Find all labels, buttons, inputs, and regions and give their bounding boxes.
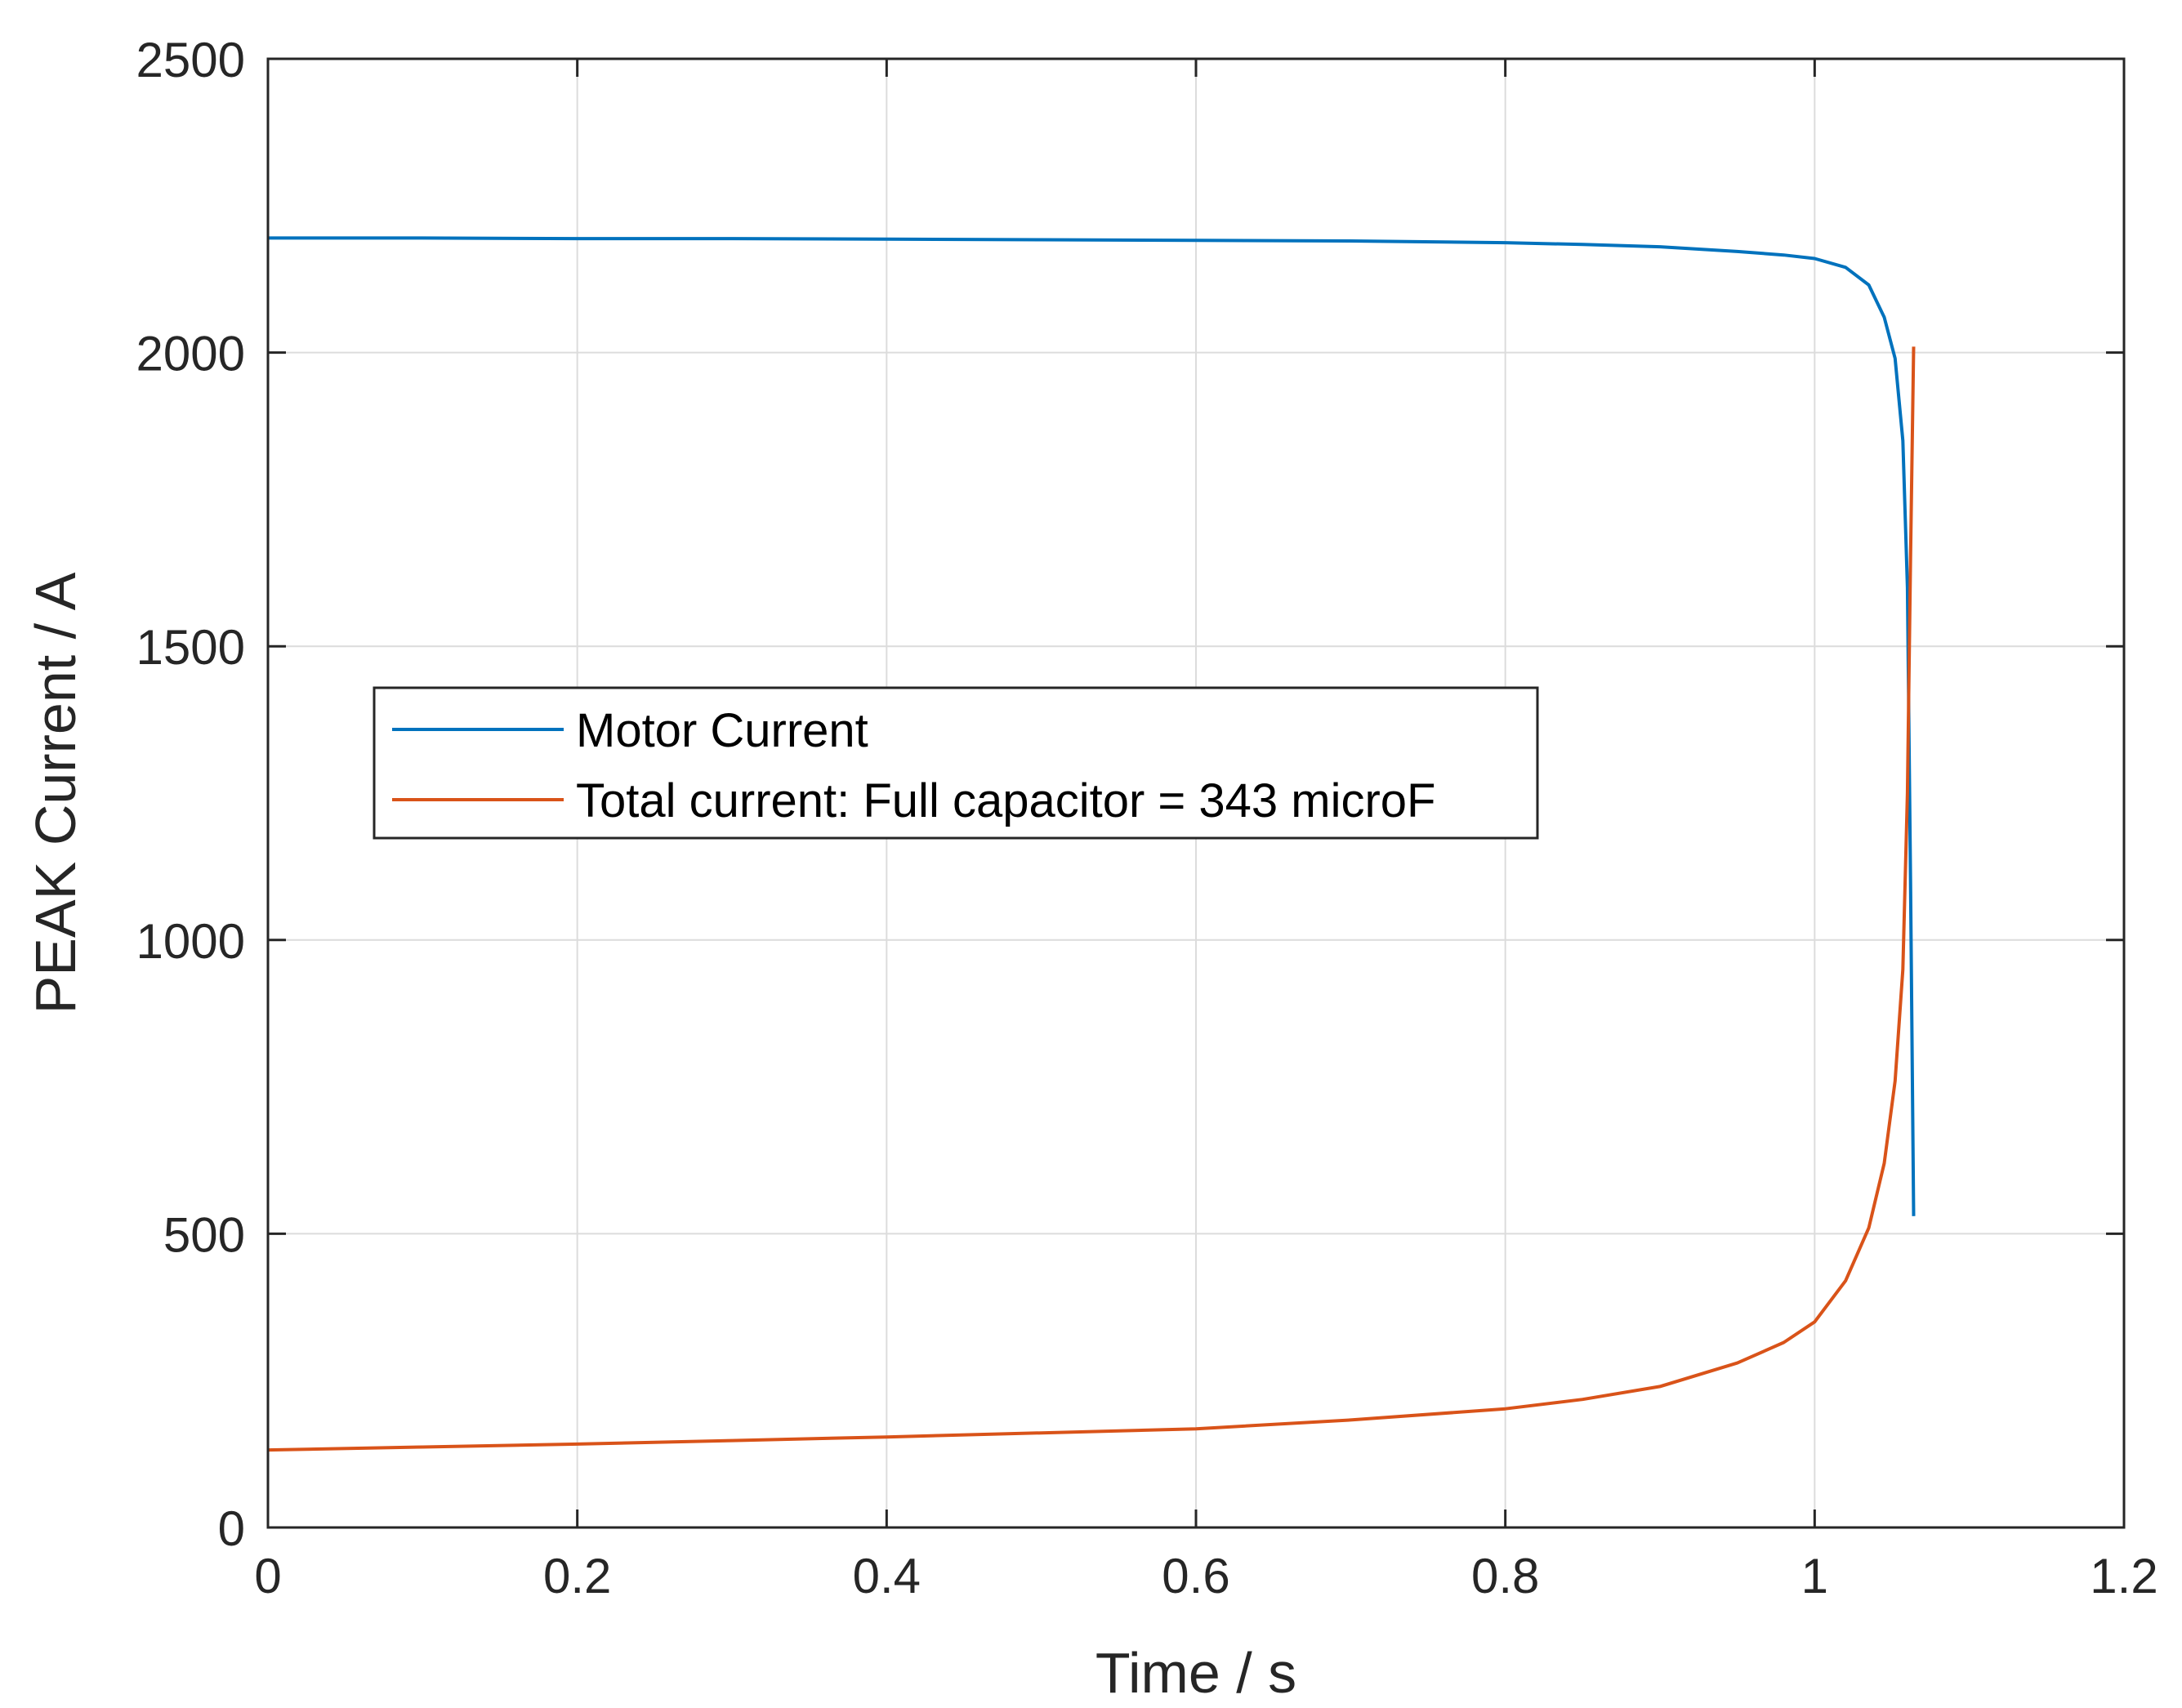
y-tick-label: 500 <box>163 1207 245 1262</box>
y-tick-label: 0 <box>218 1501 245 1556</box>
grid <box>268 59 2124 1527</box>
x-tick-label: 0.8 <box>1471 1549 1539 1603</box>
legend-label-motor-current: Motor Current <box>576 704 868 757</box>
legend-box <box>373 686 1539 840</box>
y-tick-label: 2000 <box>136 327 245 381</box>
x-tick-labels: 0 0.2 0.4 0.6 0.8 1 1.2 <box>254 1549 2157 1603</box>
y-tick-labels: 0 500 1000 1500 2000 2500 <box>136 33 245 1556</box>
x-tick-label: 0 <box>254 1549 281 1603</box>
x-axis-title: Time / s <box>1095 1641 1296 1705</box>
series-line-0 <box>268 236 1916 1216</box>
y-tick-label: 1000 <box>136 914 245 969</box>
y-axis-title: PEAK Current / A <box>24 572 87 1014</box>
x-tick-label: 1 <box>1801 1549 1828 1603</box>
series-line-1 <box>267 346 1916 1452</box>
y-tick-label: 1500 <box>136 620 245 675</box>
legend: Motor Current Total current: Full capaci… <box>373 686 1539 840</box>
y-tick-label: 2500 <box>136 33 245 87</box>
x-tick-label: 1.2 <box>2090 1549 2157 1603</box>
series-layer <box>267 236 1916 1452</box>
legend-label-total-current: Total current: Full capacitor = 343 micr… <box>576 774 1435 827</box>
ticks <box>266 57 2126 1529</box>
x-tick-label: 0.4 <box>853 1549 921 1603</box>
x-tick-label: 0.2 <box>543 1549 611 1603</box>
x-tick-label: 0.6 <box>1162 1549 1229 1603</box>
